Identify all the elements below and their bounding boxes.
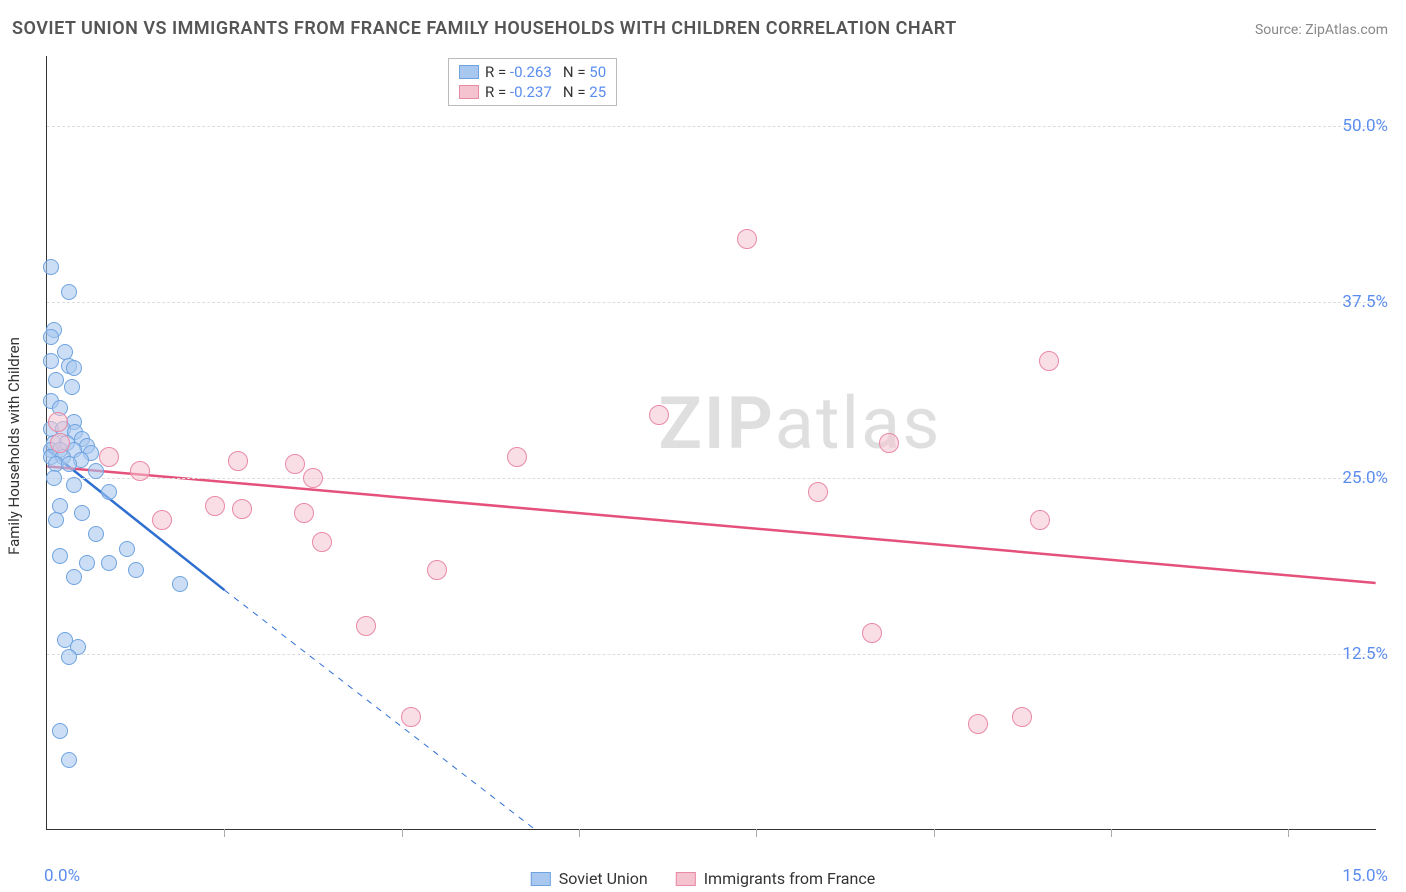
- data-point: [737, 229, 757, 249]
- y-tick-label: 50.0%: [1342, 116, 1388, 136]
- r-label: R = -0.237 N = 25: [485, 83, 606, 101]
- data-point: [61, 284, 77, 300]
- data-point: [1030, 510, 1050, 530]
- legend-item-france: Immigrants from France: [676, 869, 876, 888]
- data-point: [356, 616, 376, 636]
- x-left-label: 0.0%: [44, 866, 80, 886]
- legend-swatch: [459, 85, 479, 99]
- data-point: [99, 447, 119, 467]
- data-point: [130, 461, 150, 481]
- legend-swatch: [676, 872, 696, 886]
- data-point: [43, 353, 59, 369]
- data-point: [48, 372, 64, 388]
- data-point: [119, 541, 135, 557]
- data-point: [128, 562, 144, 578]
- x-right-label: 15.0%: [1342, 866, 1388, 886]
- data-point: [312, 532, 332, 552]
- x-tick: [224, 829, 225, 837]
- x-tick: [402, 829, 403, 837]
- data-point: [46, 470, 62, 486]
- data-point: [228, 451, 248, 471]
- data-point: [79, 555, 95, 571]
- r-label: R = -0.263 N = 50: [485, 63, 606, 81]
- data-point: [88, 526, 104, 542]
- legend-item-soviet: Soviet Union: [531, 869, 648, 888]
- gridline-h: [47, 302, 1376, 303]
- data-point: [43, 259, 59, 275]
- data-point: [66, 477, 82, 493]
- data-point: [74, 505, 90, 521]
- data-point: [649, 405, 669, 425]
- y-tick-label: 25.0%: [1342, 468, 1388, 488]
- stats-legend-row: R = -0.237 N = 25: [459, 83, 606, 101]
- stats-legend-row: R = -0.263 N = 50: [459, 63, 606, 81]
- y-tick-label: 37.5%: [1342, 292, 1388, 312]
- data-point: [232, 499, 252, 519]
- watermark: ZIPatlas: [658, 381, 941, 466]
- legend-swatch: [459, 65, 479, 79]
- source-label: Source: ZipAtlas.com: [1255, 22, 1388, 38]
- data-point: [61, 649, 77, 665]
- data-point: [48, 412, 68, 432]
- gridline-h: [47, 654, 1376, 655]
- data-point: [427, 560, 447, 580]
- plot-area: ZIPatlas: [46, 56, 1376, 830]
- legend-swatch: [531, 872, 551, 886]
- data-point: [303, 468, 323, 488]
- correlation-scatter-chart: SOVIET UNION VS IMMIGRANTS FROM FRANCE F…: [0, 0, 1406, 892]
- data-point: [52, 548, 68, 564]
- x-tick: [1111, 829, 1112, 837]
- data-point: [205, 496, 225, 516]
- data-point: [64, 379, 80, 395]
- gridline-h: [47, 478, 1376, 479]
- data-point: [50, 433, 70, 453]
- data-point: [968, 714, 988, 734]
- data-point: [101, 484, 117, 500]
- y-axis-label: Family Households with Children: [5, 337, 23, 555]
- stats-legend: R = -0.263 N = 50 R = -0.237 N = 25: [448, 58, 617, 106]
- data-point: [152, 510, 172, 530]
- data-point: [66, 569, 82, 585]
- data-point: [52, 723, 68, 739]
- data-point: [808, 482, 828, 502]
- data-point: [172, 576, 188, 592]
- data-point: [401, 707, 421, 727]
- series-legend: Soviet Union Immigrants from France: [531, 869, 875, 888]
- data-point: [507, 447, 527, 467]
- data-point: [879, 433, 899, 453]
- data-point: [862, 623, 882, 643]
- data-point: [48, 512, 64, 528]
- x-tick: [579, 829, 580, 837]
- legend-label: Soviet Union: [559, 869, 648, 888]
- chart-title: SOVIET UNION VS IMMIGRANTS FROM FRANCE F…: [12, 18, 957, 39]
- legend-label: Immigrants from France: [704, 869, 876, 888]
- x-tick: [756, 829, 757, 837]
- data-point: [1012, 707, 1032, 727]
- data-point: [43, 329, 59, 345]
- trend-lines: [47, 56, 1376, 829]
- data-point: [285, 454, 305, 474]
- gridline-h: [47, 126, 1376, 127]
- data-point: [101, 555, 117, 571]
- x-tick: [1288, 829, 1289, 837]
- data-point: [1039, 351, 1059, 371]
- y-tick-label: 12.5%: [1342, 644, 1388, 664]
- data-point: [88, 463, 104, 479]
- data-point: [294, 503, 314, 523]
- data-point: [61, 456, 77, 472]
- data-point: [66, 360, 82, 376]
- x-tick: [934, 829, 935, 837]
- data-point: [61, 752, 77, 768]
